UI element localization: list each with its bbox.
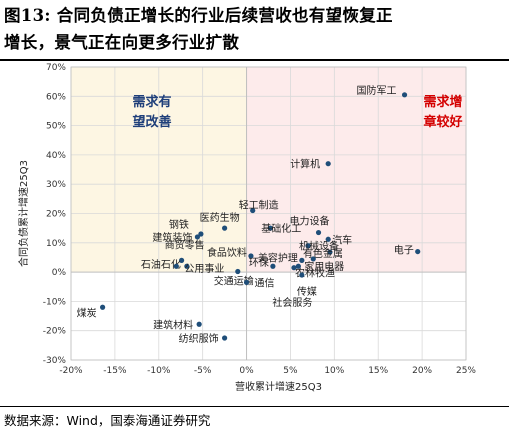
data-point: [315, 229, 322, 236]
plot-frame: [70, 66, 467, 361]
data-point: [310, 256, 316, 262]
data-point-label: 煤炭: [77, 306, 97, 319]
data-point-label: 汽车: [332, 233, 352, 246]
x-tick-label: -5%: [194, 366, 212, 376]
y-tick-label: -10%: [43, 297, 67, 307]
data-point: [291, 265, 297, 271]
data-point-label: 机械设备: [299, 240, 339, 253]
data-point: [325, 236, 331, 242]
data-point: [194, 234, 200, 240]
data-point-label: 电力设备: [290, 215, 330, 228]
zone-right-label-line2: 章较好: [423, 114, 462, 130]
data-point-label: 石油石化: [141, 258, 181, 271]
data-point-label: 建筑装饰: [152, 231, 192, 244]
y-tick-label: 10%: [46, 239, 66, 249]
data-point: [267, 225, 273, 231]
data-point: [299, 272, 305, 278]
data-point: [327, 249, 333, 255]
x-tick-label: 20%: [412, 366, 432, 376]
data-point: [198, 231, 204, 237]
data-point: [222, 335, 228, 341]
y-tick-label: 70%: [46, 63, 66, 73]
x-tick-label: 15%: [368, 366, 388, 376]
data-point-label: 轻工制造: [239, 199, 279, 212]
figure-title-line2: 增长，景气正在向更多行业扩散: [4, 33, 240, 52]
y-tick-label: -30%: [43, 356, 67, 366]
y-tick-label: 30%: [46, 180, 66, 190]
data-point: [235, 268, 241, 275]
data-point: [305, 243, 311, 249]
data-point-label: 传媒: [297, 286, 317, 298]
figure-title-line1: 图13: 合同负债正增长的行业后续营收也有望恢复正: [4, 6, 393, 25]
data-point: [222, 225, 228, 231]
x-tick-label: -10%: [147, 366, 171, 376]
x-tick-label: 10%: [324, 366, 344, 376]
data-point: [173, 263, 179, 269]
x-tick-label: -20%: [59, 366, 83, 376]
data-point: [270, 263, 276, 269]
data-point-label: 家用电器: [304, 260, 344, 273]
data-point-label: 国防军工: [357, 84, 397, 97]
data-point: [415, 248, 421, 255]
data-point: [243, 279, 250, 285]
zone-right-label-line1: 需求增: [423, 94, 462, 110]
data-point: [250, 207, 256, 214]
zone-right-background: [246, 67, 466, 273]
x-tick-label: -15%: [103, 366, 127, 376]
data-point-label: 环保: [249, 256, 269, 269]
y-tick-label: 20%: [46, 210, 66, 220]
data-point: [401, 92, 408, 98]
title-rule: [0, 59, 509, 61]
data-point-label: 公用事业: [184, 262, 224, 275]
y-tick-label: 50%: [46, 122, 66, 132]
data-point-label: 基础化工: [261, 222, 301, 235]
data-point-label: 纺织服饰: [179, 332, 219, 345]
data-point: [179, 257, 185, 263]
y-tick-label: -20%: [43, 327, 67, 337]
y-tick-label: 0%: [52, 268, 67, 278]
y-axis-title: 合同负债累计增速25Q3: [17, 160, 30, 267]
data-point-label: 食品饮料: [207, 246, 247, 259]
data-point: [325, 161, 331, 167]
source-note: 数据来源：Wind，国泰海通证券研究: [4, 413, 211, 428]
data-point: [184, 263, 190, 269]
data-point-label: 建筑材料: [153, 318, 193, 331]
data-point-label: 有色金属: [303, 247, 343, 260]
y-tick-label: 60%: [46, 92, 66, 102]
figure-title: 图13: 合同负债正增长的行业后续营收也有望恢复正 增长，景气正在向更多行业扩散: [4, 2, 504, 56]
data-point-label: 社会服务: [272, 296, 312, 309]
x-tick-label: 0%: [239, 366, 254, 376]
data-point-label: 钢铁: [169, 218, 189, 231]
data-point-label: 医药生物: [200, 211, 240, 224]
data-point: [248, 253, 254, 259]
data-point-label: 农林牧渔: [295, 267, 335, 280]
data-point: [295, 263, 301, 269]
x-tick-label: 5%: [283, 366, 298, 376]
data-point-label: 通信: [255, 277, 275, 289]
zone-left-label-line2: 望改善: [132, 114, 171, 130]
data-point-label: 计算机: [290, 158, 320, 171]
data-point: [100, 304, 106, 310]
data-point: [196, 321, 202, 327]
x-tick-label: 25%: [456, 366, 476, 376]
x-axis-title: 营收累计增速25Q3: [235, 380, 322, 393]
data-point-label: 美容护理: [258, 251, 298, 264]
data-point-label: 交通运输: [214, 275, 254, 288]
data-point-label: 电子: [394, 244, 414, 257]
data-point-label: 商贸零售: [165, 238, 205, 251]
source-rule: [0, 406, 509, 407]
data-point: [299, 257, 305, 263]
zone-left-label-line1: 需求有: [132, 94, 171, 110]
y-tick-label: 40%: [46, 151, 66, 161]
